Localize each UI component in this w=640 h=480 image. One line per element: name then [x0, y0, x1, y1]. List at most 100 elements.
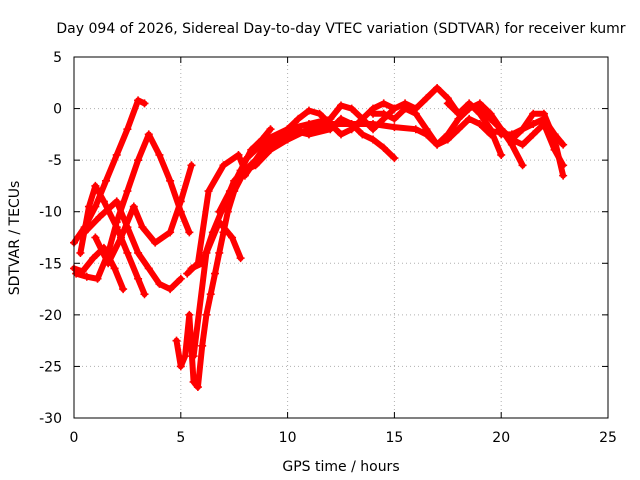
- data-point: [140, 290, 149, 299]
- data-point: [123, 125, 132, 134]
- data-point: [176, 274, 185, 283]
- data-point: [422, 94, 431, 103]
- data-point: [91, 181, 100, 190]
- data-point: [337, 130, 345, 139]
- chart-title: Day 094 of 2026, Sidereal Day-to-day VTE…: [56, 21, 625, 37]
- data-series: [70, 83, 568, 392]
- data-point: [228, 233, 237, 242]
- data-point: [337, 101, 345, 110]
- data-point: [215, 218, 224, 227]
- data-point: [390, 123, 399, 132]
- data-point: [390, 154, 399, 163]
- series-sat-d: [72, 130, 194, 283]
- data-point: [390, 104, 399, 113]
- data-point: [112, 218, 121, 227]
- x-tick-label: 0: [70, 430, 79, 446]
- axis-ticks: [73, 56, 609, 419]
- series-line: [263, 115, 567, 169]
- data-point: [185, 310, 194, 319]
- data-point: [134, 274, 143, 283]
- data-point: [433, 83, 442, 92]
- data-point: [189, 352, 198, 361]
- data-point: [315, 109, 324, 118]
- y-tick-label: 5: [53, 50, 62, 66]
- data-point: [433, 140, 442, 149]
- data-point: [390, 114, 399, 123]
- y-tick-label: -5: [48, 153, 62, 169]
- data-point: [369, 125, 378, 134]
- data-point: [219, 161, 228, 170]
- data-point: [304, 120, 313, 129]
- data-point: [240, 156, 249, 165]
- data-point: [411, 125, 420, 134]
- data-point: [401, 104, 410, 113]
- data-point: [110, 264, 119, 273]
- data-point: [116, 233, 125, 242]
- x-tick-labels: 0 5 10 15 20 25: [70, 430, 617, 446]
- data-point: [326, 114, 335, 123]
- series-sat-b: [70, 243, 128, 294]
- data-point: [529, 109, 538, 118]
- data-point: [475, 104, 484, 113]
- plot-frame: [73, 56, 609, 419]
- data-point: [379, 99, 388, 108]
- data-point: [144, 130, 153, 139]
- data-point: [112, 197, 121, 206]
- data-point: [204, 187, 213, 196]
- data-point: [72, 269, 81, 278]
- data-point: [112, 150, 121, 159]
- data-point: [358, 114, 367, 123]
- data-point: [379, 109, 388, 118]
- data-point: [140, 99, 149, 108]
- data-point: [202, 310, 211, 319]
- data-point: [550, 130, 559, 139]
- data-point: [347, 104, 356, 113]
- data-point: [210, 269, 219, 278]
- data-point: [497, 130, 506, 139]
- data-point: [119, 285, 128, 294]
- data-point: [166, 176, 175, 185]
- data-point: [465, 114, 474, 123]
- x-tick-label: 25: [599, 430, 617, 446]
- data-point: [369, 135, 378, 144]
- data-point: [99, 197, 108, 206]
- data-point: [166, 228, 175, 237]
- y-tick-label: -20: [39, 308, 62, 324]
- data-point: [518, 161, 527, 170]
- y-axis-label: SDTVAR / TECUs: [7, 181, 23, 296]
- data-point: [559, 140, 568, 149]
- data-point: [465, 101, 474, 110]
- data-point: [240, 171, 249, 180]
- data-point: [89, 254, 98, 263]
- data-point: [91, 233, 100, 242]
- data-point: [151, 238, 160, 247]
- data-point: [134, 156, 143, 165]
- data-point: [181, 352, 190, 361]
- data-point: [294, 114, 303, 123]
- data-point: [358, 130, 367, 139]
- series-sat-r: [497, 114, 568, 149]
- data-point: [475, 120, 484, 129]
- data-point: [422, 125, 431, 134]
- data-point: [172, 336, 181, 345]
- data-point: [559, 171, 568, 180]
- y-tick-label: -25: [39, 359, 62, 375]
- series-sat-c: [76, 181, 149, 299]
- data-point: [215, 248, 224, 257]
- data-point: [262, 145, 271, 154]
- data-point: [134, 96, 143, 105]
- x-tick-label: 20: [492, 430, 510, 446]
- data-point: [123, 248, 132, 257]
- data-point: [443, 130, 452, 139]
- data-point: [206, 290, 215, 299]
- data-point: [539, 114, 548, 123]
- data-point: [443, 99, 452, 108]
- y-tick-label: 0: [53, 102, 62, 118]
- data-point: [102, 176, 111, 185]
- data-point: [411, 109, 420, 118]
- series-line: [173, 167, 248, 391]
- data-point: [529, 130, 538, 139]
- y-tick-label: -10: [39, 205, 62, 221]
- data-point: [198, 341, 207, 350]
